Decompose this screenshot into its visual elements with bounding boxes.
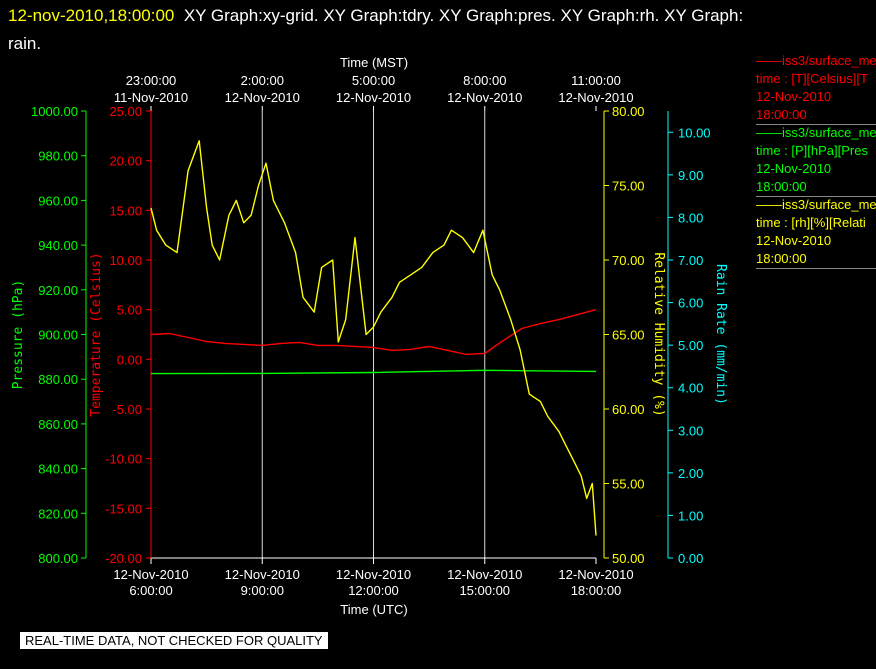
bottom-tick-date-4: 12-Nov-2010 — [558, 567, 633, 582]
bottom-tick-time-4: 18:00:00 — [571, 583, 622, 598]
bottom-tick-date-1: 12-Nov-2010 — [225, 567, 300, 582]
rain-tick-label-1: 9.00 — [678, 168, 703, 183]
top-tick-time-4: 11:00:00 — [571, 73, 621, 88]
bottom-tick-date-3: 12-Nov-2010 — [447, 567, 522, 582]
temperature-axis-title: Temperature (Celsius) — [89, 252, 104, 416]
top-tick-date-1: 12-Nov-2010 — [225, 90, 300, 105]
legend-entry-1-text-0: ——iss3/surface_me — [756, 125, 876, 140]
temperature-tick-label-1: 20.00 — [109, 154, 142, 169]
legend-entry-1-text-3: 18:00:00 — [756, 179, 807, 194]
rain-axis-title: Rain Rate (mm/min) — [713, 264, 728, 405]
rh-tick-label-3: 65.00 — [612, 328, 645, 343]
top-tick-date-0: 11-Nov-2010 — [114, 90, 188, 105]
rain-tick-label-0: 10.00 — [678, 125, 711, 140]
rh-axis-title: Relative Humidity (%) — [651, 252, 666, 416]
rh-tick-label-0: 80.00 — [612, 104, 645, 119]
legend-entry-2-text-0: ——iss3/surface_me — [756, 197, 876, 212]
pressure-tick-label-1: 980.00 — [38, 149, 78, 164]
legend-entry-0-text-0: ——iss3/surface_me — [756, 53, 876, 68]
legend-entry-1-text-1: time : [P][hPa][Pres — [756, 143, 868, 158]
top-tick-time-1: 2:00:00 — [241, 73, 284, 88]
pressure-tick-label-9: 820.00 — [38, 506, 78, 521]
top-tick-time-3: 8:00:00 — [463, 73, 506, 88]
top-axis-title: Time (MST) — [340, 55, 408, 70]
top-tick-date-3: 12-Nov-2010 — [447, 90, 522, 105]
bottom-tick-time-1: 9:00:00 — [241, 583, 284, 598]
chart-header: 12-nov-2010,18:00:00 XY Graph:xy-grid. X… — [8, 2, 868, 58]
legend-entry-1-text-2: 12-Nov-2010 — [756, 161, 832, 176]
top-tick-time-2: 5:00:00 — [352, 73, 395, 88]
temperature-tick-label-6: -5.00 — [112, 402, 142, 417]
legend-entry-0-text-1: time : [T][Celsius][T — [756, 71, 868, 86]
rain-tick-label-3: 7.00 — [678, 253, 703, 268]
pressure-tick-label-8: 840.00 — [38, 462, 78, 477]
temperature-tick-label-4: 5.00 — [117, 303, 142, 318]
temperature-tick-label-8: -15.00 — [105, 501, 142, 516]
bottom-tick-date-0: 12-Nov-2010 — [113, 567, 188, 582]
pressure-tick-label-5: 900.00 — [38, 328, 78, 343]
legend-entry-2-text-2: 12-Nov-2010 — [756, 233, 832, 248]
graph-list-label-continued: rain. — [8, 34, 42, 53]
rh-tick-label-4: 60.00 — [612, 402, 645, 417]
rh-tick-label-1: 75.00 — [612, 179, 645, 194]
bottom-tick-time-2: 12:00:00 — [348, 583, 399, 598]
legend-entry-2-text-3: 18:00:00 — [756, 251, 807, 266]
timestamp-label: 12-nov-2010,18:00:00 — [8, 6, 175, 25]
temperature-tick-label-7: -10.00 — [105, 452, 142, 467]
rain-tick-label-2: 8.00 — [678, 210, 703, 225]
pressure-series-line — [150, 369, 597, 375]
top-tick-time-0: 23:00:00 — [126, 73, 177, 88]
pressure-tick-label-3: 940.00 — [38, 238, 78, 253]
rain-tick-label-10: 0.00 — [678, 551, 703, 566]
pressure-tick-label-6: 880.00 — [38, 372, 78, 387]
rain-tick-label-4: 6.00 — [678, 296, 703, 311]
temperature-tick-label-0: 25.00 — [109, 104, 142, 119]
pressure-axis-title: Pressure (hPa) — [11, 280, 26, 390]
pressure-tick-label-0: 1000.00 — [31, 104, 78, 119]
top-tick-date-4: 12-Nov-2010 — [558, 90, 633, 105]
rh-series-line — [150, 140, 597, 536]
rain-tick-label-7: 3.00 — [678, 423, 703, 438]
pressure-tick-label-10: 800.00 — [38, 551, 78, 566]
top-tick-date-2: 12-Nov-2010 — [336, 90, 411, 105]
bottom-tick-time-0: 6:00:00 — [129, 583, 172, 598]
temperature-tick-label-2: 15.00 — [109, 203, 142, 218]
temperature-series-line — [150, 309, 597, 356]
temperature-tick-label-9: -20.00 — [105, 551, 142, 566]
legend-entry-0-text-2: 12-Nov-2010 — [756, 89, 832, 104]
rh-tick-label-6: 50.00 — [612, 551, 645, 566]
pressure-tick-label-7: 860.00 — [38, 417, 78, 432]
quality-disclaimer: REAL-TIME DATA, NOT CHECKED FOR QUALITY — [20, 632, 328, 649]
pressure-tick-label-4: 920.00 — [38, 283, 78, 298]
rain-tick-label-9: 1.00 — [678, 508, 703, 523]
rain-tick-label-5: 5.00 — [678, 338, 703, 353]
rain-tick-label-6: 4.00 — [678, 381, 703, 396]
bottom-tick-time-3: 15:00:00 — [459, 583, 510, 598]
bottom-axis-title: Time (UTC) — [340, 602, 407, 617]
temperature-tick-label-5: 0.00 — [117, 352, 142, 367]
graph-list-label: XY Graph:xy-grid. XY Graph:tdry. XY Grap… — [183, 6, 744, 25]
rh-tick-label-2: 70.00 — [612, 253, 645, 268]
rain-tick-label-8: 2.00 — [678, 466, 703, 481]
legend-entry-0-text-3: 18:00:00 — [756, 107, 807, 122]
temperature-tick-label-3: 10.00 — [109, 253, 142, 268]
pressure-tick-label-2: 960.00 — [38, 193, 78, 208]
bottom-tick-date-2: 12-Nov-2010 — [336, 567, 411, 582]
rh-tick-label-5: 55.00 — [612, 477, 645, 492]
legend-entry-2-text-1: time : [rh][%][Relati — [756, 215, 866, 230]
